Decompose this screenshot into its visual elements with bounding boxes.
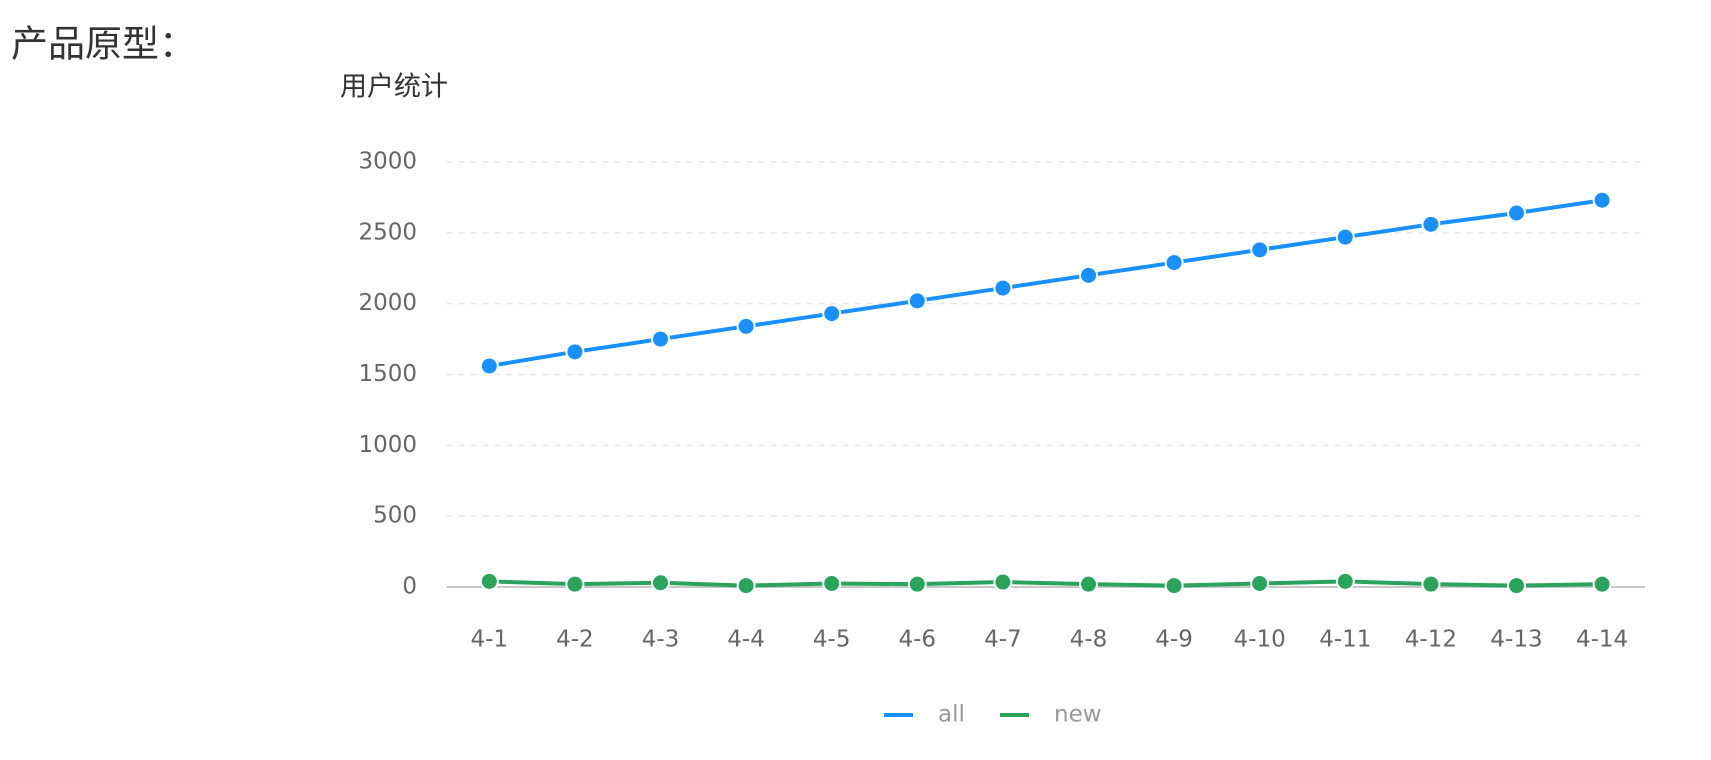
x-tick-label: 4-11: [1319, 627, 1371, 653]
page-heading: 产品原型：: [11, 23, 196, 66]
data-point: [479, 571, 499, 591]
data-point: [651, 573, 670, 593]
data-point: [1592, 574, 1612, 594]
x-tick-label: 4-9: [1155, 627, 1193, 653]
x-tick-label: 4-12: [1405, 627, 1457, 653]
x-tick-label: 4-2: [556, 627, 594, 653]
x-tick-label: 4-14: [1576, 627, 1628, 653]
data-point: [1592, 190, 1612, 210]
data-point: [736, 316, 756, 336]
series-line: [488, 198, 1603, 368]
y-tick-label: 0: [402, 574, 417, 600]
x-tick-label: 4-5: [813, 627, 851, 653]
data-point: [1335, 571, 1355, 591]
x-tick-label: 4-6: [899, 627, 937, 653]
data-point: [565, 342, 585, 362]
data-point: [822, 304, 842, 324]
data-point: [1421, 214, 1441, 234]
data-point: [1507, 576, 1526, 596]
y-tick-label: 1000: [358, 432, 417, 458]
x-tick-label: 4-8: [1070, 627, 1108, 653]
y-tick-label: 3000: [358, 149, 417, 175]
series-line: [489, 579, 1603, 588]
y-tick-label: 2000: [358, 290, 417, 316]
y-tick-label: 1500: [358, 361, 417, 387]
data-point: [1421, 574, 1441, 594]
data-point: [822, 573, 842, 593]
data-point: [1164, 253, 1184, 273]
legend-label: all: [938, 702, 965, 728]
data-point: [993, 278, 1013, 298]
data-point: [1079, 574, 1098, 594]
data-point: [565, 574, 585, 594]
data-point: [1507, 203, 1526, 223]
data-point: [1250, 240, 1270, 260]
x-tick-label: 4-7: [984, 627, 1022, 653]
chart-title: 用户统计: [340, 72, 448, 103]
y-tick-label: 2500: [358, 219, 417, 245]
y-tick-label: 500: [373, 503, 417, 529]
legend-label: new: [1054, 702, 1102, 728]
x-tick-label: 4-3: [642, 627, 680, 653]
data-point: [1079, 265, 1098, 285]
data-point: [1164, 576, 1184, 596]
data-point: [907, 574, 927, 594]
data-point: [907, 291, 927, 311]
data-point: [1250, 573, 1270, 593]
data-point: [651, 329, 670, 349]
x-tick-label: 4-4: [727, 627, 765, 653]
x-tick-label: 4-1: [471, 627, 509, 653]
data-point: [993, 572, 1013, 592]
x-tick-label: 4-10: [1234, 627, 1286, 653]
x-tick-label: 4-13: [1490, 627, 1542, 653]
data-point: [1335, 227, 1355, 247]
data-point: [479, 356, 499, 376]
data-point: [736, 576, 756, 596]
